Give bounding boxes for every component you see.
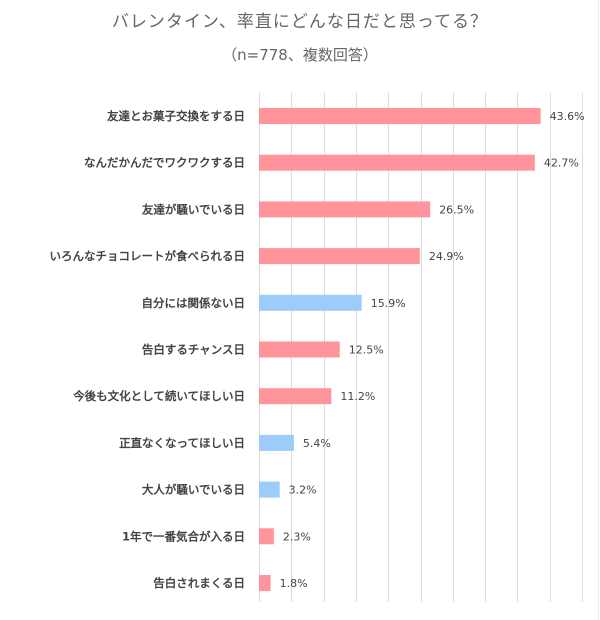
category-label: 大人が騒いでいる日 <box>142 483 245 497</box>
bar <box>259 575 271 591</box>
category-label: 今後も文化として続いてほしい日 <box>72 389 245 403</box>
category-label: 告白するチャンス日 <box>142 343 245 357</box>
value-label: 15.9% <box>371 297 406 310</box>
bar <box>259 528 274 545</box>
value-label: 42.7% <box>544 157 579 170</box>
bar <box>259 201 431 218</box>
category-labels: 友達とお菓子交換をする日なんだかんだでワクワクする日友達が騒いでいる日いろんなチ… <box>50 109 246 590</box>
value-label: 1.8% <box>280 577 308 590</box>
category-label: 1年で一番気合が入る日 <box>122 529 245 543</box>
bar <box>259 154 535 171</box>
category-label: いろんなチョコレートが食べられる日 <box>50 249 246 263</box>
bars <box>259 108 541 591</box>
value-labels: 43.6% 42.7% 26.5% 24.9% 15.9% 12.5% 11.2% 5.4% 3… <box>280 110 585 590</box>
bar <box>259 434 294 451</box>
value-label: 26.5% <box>439 203 474 216</box>
chart-title: バレンタイン、率直にどんな日だと思ってる？ <box>111 12 489 32</box>
bar <box>259 294 362 311</box>
value-label: 12.5% <box>349 344 384 357</box>
value-label: 5.4% <box>303 437 331 450</box>
bar <box>259 248 420 265</box>
category-label: 自分には関係ない日 <box>142 296 246 310</box>
category-label: 友達が騒いでいる日 <box>142 202 245 216</box>
bar <box>259 341 340 358</box>
value-label: 3.2% <box>289 484 317 497</box>
value-label: 11.2% <box>340 390 375 403</box>
bar <box>259 481 280 498</box>
bar <box>259 108 541 124</box>
value-label: 43.6% <box>550 110 585 123</box>
category-label: 正直なくなってほしい日 <box>119 436 245 450</box>
value-label: 24.9% <box>429 250 464 263</box>
chart-subtitle: （n=778、複数回答） <box>222 46 378 64</box>
bar <box>259 388 332 405</box>
value-label: 2.3% <box>283 530 311 543</box>
category-label: 告白されまくる日 <box>153 576 245 590</box>
category-label: なんだかんだでワクワクする日 <box>84 156 245 170</box>
category-label: 友達とお菓子交換をする日 <box>107 109 245 123</box>
frame-border <box>598 0 599 620</box>
